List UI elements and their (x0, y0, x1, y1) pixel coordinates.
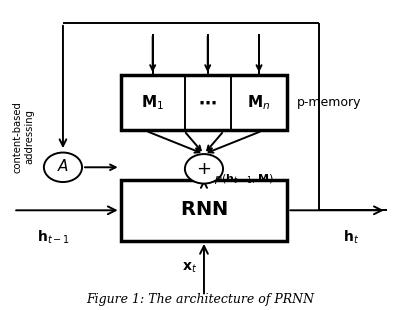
Text: $\mathbf{h}_{t-1}$: $\mathbf{h}_{t-1}$ (36, 229, 70, 246)
Text: $\mathbf{x}_t$: $\mathbf{x}_t$ (182, 260, 198, 275)
Circle shape (44, 153, 82, 182)
Text: $\bf{RNN}$: $\bf{RNN}$ (180, 201, 228, 219)
Circle shape (185, 154, 223, 184)
Text: $\bf{\cdots}$: $\bf{\cdots}$ (198, 94, 217, 112)
Bar (120, 179, 287, 241)
Text: $A$: $A$ (57, 158, 69, 174)
Text: Figure 1: The architecture of PRNN: Figure 1: The architecture of PRNN (86, 293, 314, 306)
Text: $\mathbf{h}_t$: $\mathbf{h}_t$ (343, 229, 359, 246)
Text: $\mathbf{M}_1$: $\mathbf{M}_1$ (141, 93, 164, 112)
Text: $\mathbf{M}_n$: $\mathbf{M}_n$ (247, 93, 271, 112)
Text: $+$: $+$ (196, 160, 212, 178)
Bar (120, 75, 287, 131)
Text: p-memory: p-memory (297, 96, 362, 109)
Text: $p(\mathbf{h}_{t-1}, \mathbf{M})$: $p(\mathbf{h}_{t-1}, \mathbf{M})$ (214, 171, 274, 185)
Text: content-based
addressing: content-based addressing (12, 101, 34, 172)
